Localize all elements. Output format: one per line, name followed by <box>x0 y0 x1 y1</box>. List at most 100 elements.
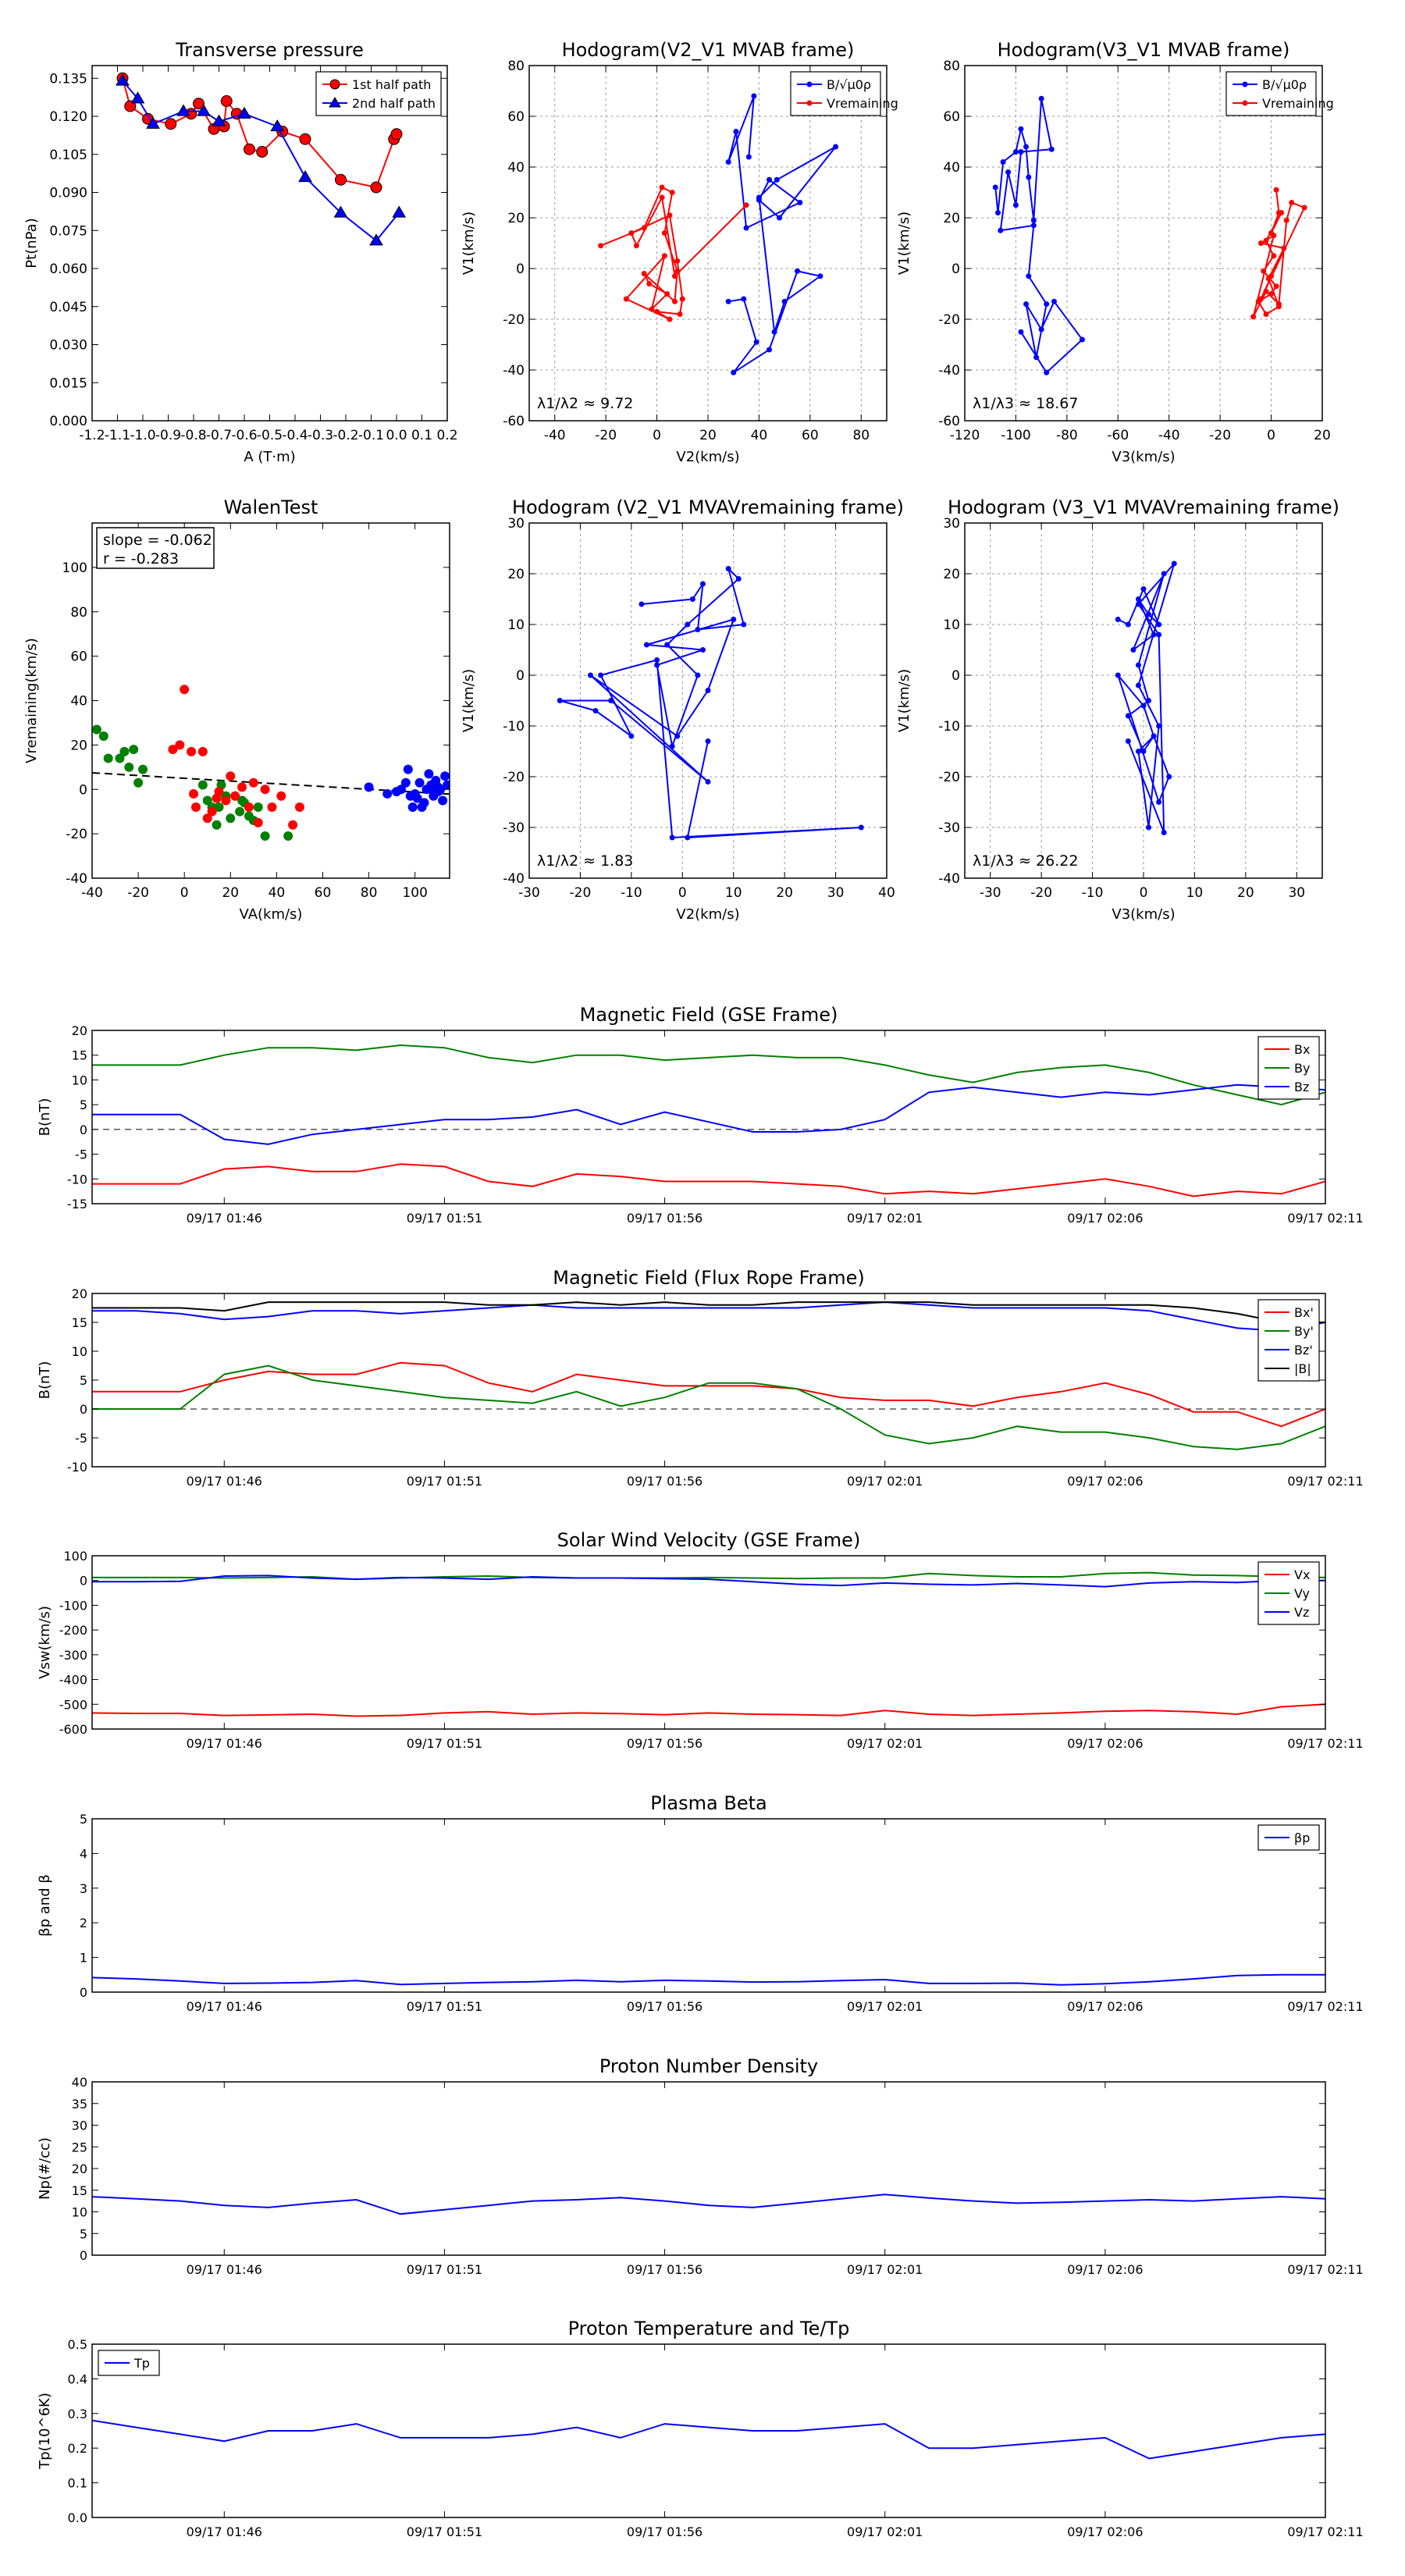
x-axis-label: V2(km/s) <box>676 906 739 923</box>
series-line-2 <box>92 1083 1325 1145</box>
y-tick-label: -30 <box>503 820 525 836</box>
annotation-text: λ1/λ3 ≈ 18.67 <box>973 395 1078 412</box>
data-point <box>1146 824 1152 831</box>
data-point <box>1018 149 1024 155</box>
y-tick-label: -40 <box>938 363 960 379</box>
y-tick-label: 0 <box>516 262 525 277</box>
data-point <box>1140 586 1147 592</box>
legend-label: Vx <box>1294 1567 1310 1582</box>
series-line-0 <box>92 1361 1325 1428</box>
data-point <box>190 802 201 812</box>
legend-label: Bx' <box>1294 1305 1314 1320</box>
data-point <box>417 802 427 812</box>
data-point <box>1125 713 1131 719</box>
plot-area <box>92 2194 1325 2215</box>
data-point <box>1044 301 1050 307</box>
data-point <box>138 764 148 774</box>
legend-box <box>315 71 442 116</box>
y-tick-label: 20 <box>507 211 525 226</box>
x-tick-label: 09/17 02:11 <box>1287 1474 1363 1489</box>
data-point <box>833 144 839 150</box>
x-tick-label: -10 <box>1082 885 1104 901</box>
chart-title: Proton Number Density <box>599 2055 818 2077</box>
x-tick-label: 09/17 01:51 <box>407 1999 482 2014</box>
annotation-text: r = -0.283 <box>103 550 179 568</box>
data-point <box>260 785 270 795</box>
y-tick-label: -40 <box>503 871 525 887</box>
series-line-2 <box>92 1301 1325 1332</box>
series-line-0 <box>1117 563 1176 833</box>
data-point <box>705 738 711 744</box>
y-tick-label: 0.2 <box>68 2441 87 2456</box>
data-point <box>382 788 393 799</box>
data-point <box>1257 240 1264 246</box>
annotation-text: λ1/λ3 ≈ 26.22 <box>973 852 1078 870</box>
y-tick-label: 30 <box>72 2119 87 2133</box>
data-point <box>294 802 304 812</box>
x-tick-label: 30 <box>827 885 845 901</box>
y-tick-label: 20 <box>507 567 525 582</box>
x-tick-label: 0.0 <box>386 428 407 443</box>
annotation-box <box>96 527 215 569</box>
x-tick-label: -80 <box>1056 428 1078 443</box>
data-point <box>1250 314 1257 320</box>
plot-area <box>92 1044 1325 1197</box>
series-line-0 <box>92 1163 1325 1197</box>
data-point <box>197 746 208 756</box>
chart-title: Plasma Beta <box>650 1792 767 1814</box>
x-tick-label: 10 <box>1186 885 1204 901</box>
data-point <box>767 176 773 183</box>
data-point <box>130 91 145 104</box>
chart-title: Hodogram (V3_V1 MVAVremaining frame) <box>948 496 1339 518</box>
legend-label: B/√μ0ρ <box>827 77 871 92</box>
data-point <box>1033 354 1040 361</box>
x-tick-label: 09/17 01:51 <box>407 2262 482 2277</box>
x-tick-label: -60 <box>1107 428 1129 443</box>
data-point <box>781 298 788 304</box>
chart-7: 09/17 01:46 09/17 01:51 09/17 01:56 09/17 0… <box>37 1267 1364 1489</box>
data-point <box>197 104 211 116</box>
y-tick-label: 35 <box>72 2097 87 2112</box>
y-tick-label: 15 <box>72 1315 87 1330</box>
data-point <box>641 271 647 276</box>
data-point <box>641 225 647 231</box>
data-point <box>1261 268 1267 274</box>
x-tick-label: 09/17 02:01 <box>847 2524 923 2539</box>
y-tick-label: 100 <box>62 560 87 576</box>
data-point <box>659 194 665 201</box>
data-point <box>725 159 731 165</box>
plot-area <box>598 93 839 375</box>
data-point <box>116 73 130 86</box>
legend-marker <box>329 97 341 108</box>
x-tick-label: 09/17 01:51 <box>407 2524 482 2539</box>
data-point <box>226 771 236 781</box>
y-tick-label: -20 <box>938 312 960 328</box>
data-point <box>187 746 197 756</box>
data-point <box>671 298 678 304</box>
y-tick-label: 20 <box>943 211 960 226</box>
chart-5: -30 -20 -10 0 10 20 30-40-30-20-100102030Hodog… <box>896 496 1339 923</box>
data-point <box>1012 149 1019 155</box>
data-point <box>267 802 277 812</box>
data-point <box>214 802 224 812</box>
axes-frame <box>91 1818 1326 1993</box>
x-tick-label: -10 <box>621 885 642 901</box>
data-point <box>237 782 247 792</box>
plot-area <box>1115 560 1177 835</box>
y-tick-label: 0.090 <box>49 186 87 201</box>
data-point <box>212 114 226 126</box>
x-tick-label: -30 <box>518 885 540 901</box>
data-point <box>124 100 137 112</box>
data-point <box>598 672 604 678</box>
y-tick-label: 30 <box>943 516 960 532</box>
plot-area <box>557 566 864 841</box>
y-tick-label: 20 <box>72 2161 87 2176</box>
data-point <box>364 782 374 792</box>
x-tick-label: 09/17 02:11 <box>1287 1736 1363 1751</box>
y-axis-label: Vremaining(km/s) <box>23 638 40 763</box>
axes-frame <box>91 2081 1326 2256</box>
data-point <box>1030 217 1037 223</box>
x-tick-label: 09/17 02:11 <box>1287 1999 1363 2014</box>
data-point <box>424 769 434 779</box>
plot-area <box>92 1571 1325 1717</box>
